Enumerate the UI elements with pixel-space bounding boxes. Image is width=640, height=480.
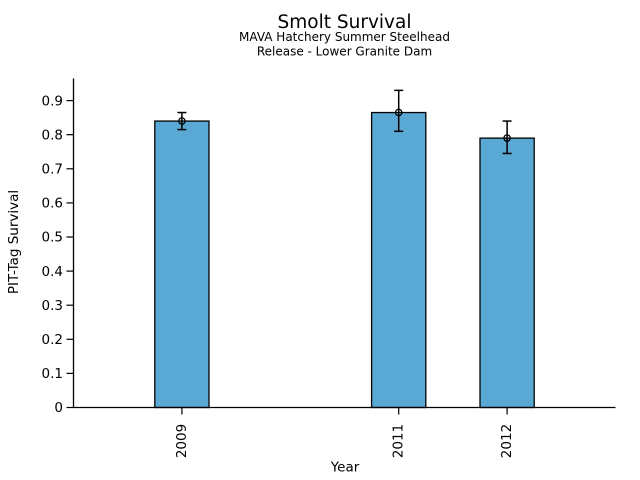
plot-area: 0 0.1 0.2 0.3 0.4 0.5 0.6 0.7 0.8 0.9 2009 2011 2012 <box>42 78 616 458</box>
x-tick-label-2009: 2009 <box>174 424 190 458</box>
chart-subtitle-line1: MAVA Hatchery Summer Steelhead <box>239 30 450 44</box>
mean-marker-2011 <box>394 108 403 117</box>
bar-2011 <box>370 111 427 409</box>
y-tick-label-0.5: 0.5 <box>42 230 63 246</box>
y-tick-label-0.6: 0.6 <box>42 196 63 212</box>
bar-2009 <box>154 120 210 409</box>
mean-marker-2009 <box>178 117 186 125</box>
y-tick-label-0: 0 <box>54 400 63 416</box>
y-tick-label-0.2: 0.2 <box>42 332 63 348</box>
y-tick-label-0.4: 0.4 <box>42 264 63 280</box>
x-axis-label: Year <box>330 460 360 476</box>
y-tick-label-0.1: 0.1 <box>42 366 63 382</box>
y-axis-label: PIT-Tag Survival <box>6 190 22 294</box>
chart-subtitle-line2: Release - Lower Granite Dam <box>257 45 432 59</box>
x-tick-label-2011: 2011 <box>391 424 407 458</box>
y-tick-label-0.8: 0.8 <box>42 127 63 143</box>
x-tick-label-2012: 2012 <box>499 424 515 458</box>
mean-marker-2012 <box>503 134 511 142</box>
y-tick-label-0.3: 0.3 <box>42 298 63 314</box>
chart-title: Smolt Survival <box>278 12 412 33</box>
bar-2012 <box>479 137 535 409</box>
y-tick-label-0.9: 0.9 <box>42 93 63 109</box>
y-tick-label-0.7: 0.7 <box>42 162 63 178</box>
